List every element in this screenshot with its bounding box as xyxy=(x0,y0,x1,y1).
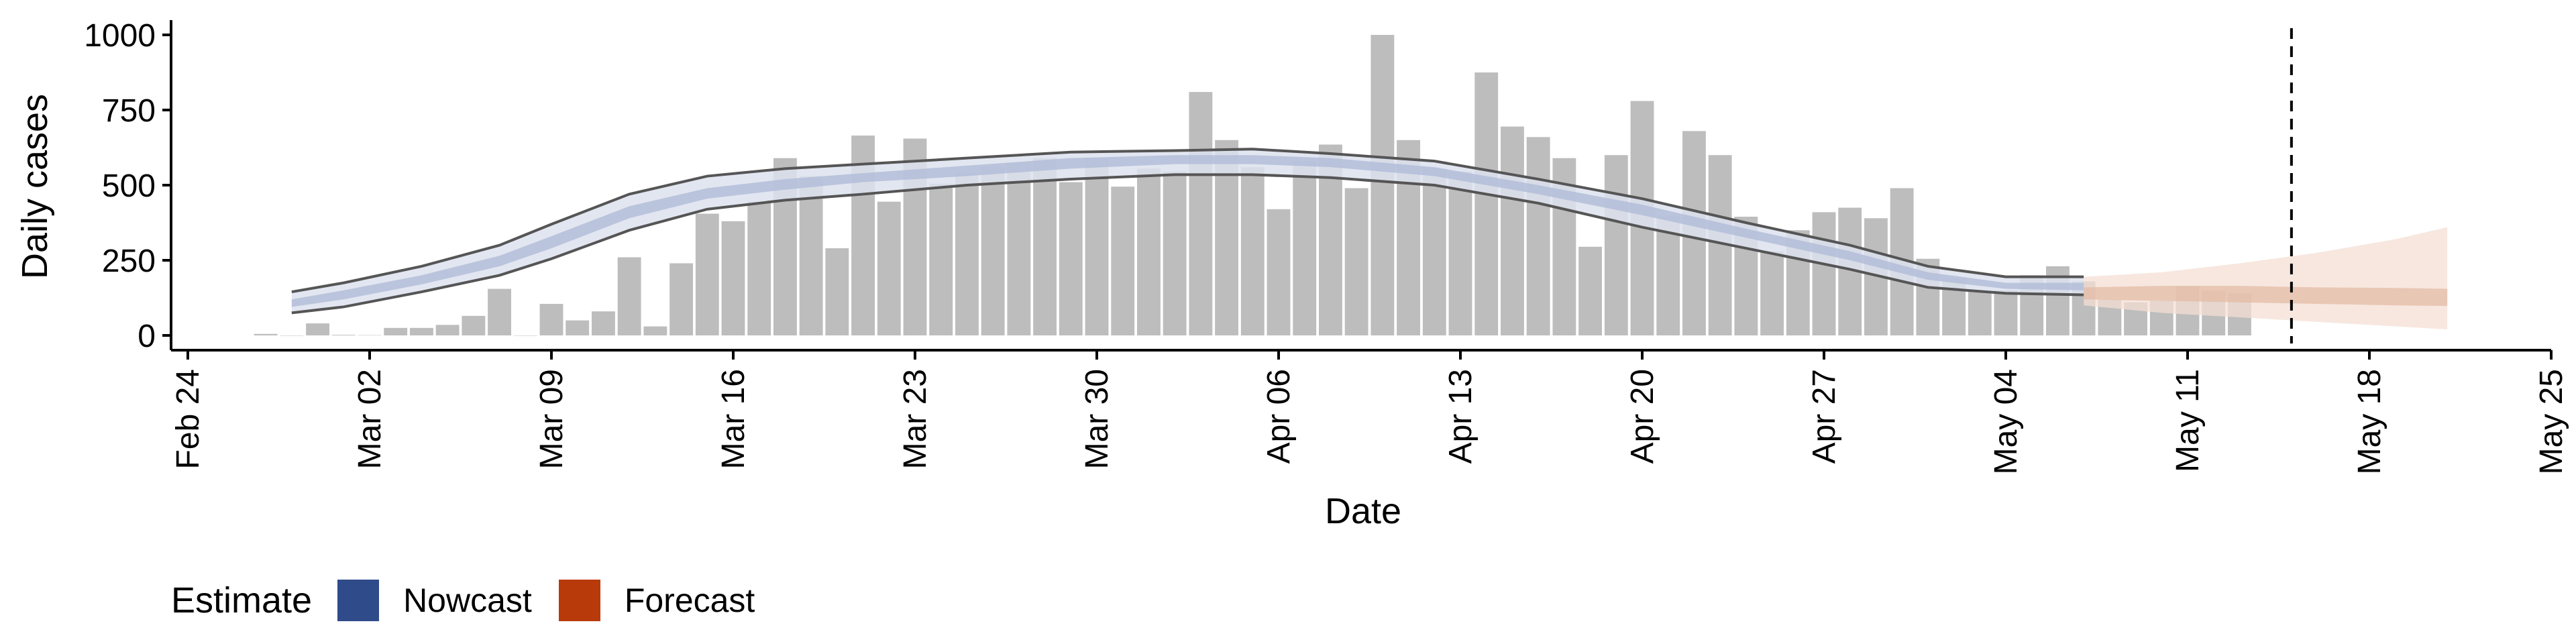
legend-swatch-forecast xyxy=(558,580,600,621)
x-tick-label: Apr 06 xyxy=(1261,369,1297,464)
case-bar xyxy=(1007,162,1031,335)
case-bar xyxy=(1760,251,1784,335)
case-bar xyxy=(695,213,719,335)
case-bar xyxy=(488,288,511,335)
x-tick-label: Apr 27 xyxy=(1807,369,1842,464)
x-axis-ticks: Feb 24 Mar 02 Mar 09 Mar 16 Mar 23 Mar 30 Apr … xyxy=(170,350,2569,474)
case-bar xyxy=(1526,137,1550,335)
legend-swatch-nowcast xyxy=(337,580,380,621)
case-bar xyxy=(955,173,979,335)
x-tick-label: Mar 23 xyxy=(898,369,933,469)
case-bar xyxy=(799,176,823,335)
x-tick-label: Feb 24 xyxy=(170,369,206,469)
case-bar xyxy=(1604,155,1628,335)
y-tick-label: 500 xyxy=(102,168,156,204)
case-bar xyxy=(1111,186,1135,335)
case-bar xyxy=(1085,158,1109,335)
case-bar xyxy=(929,183,953,335)
case-bar xyxy=(513,335,537,336)
case-bar xyxy=(384,327,408,335)
case-bar xyxy=(1344,188,1368,335)
case-bar xyxy=(1137,168,1161,335)
case-bar xyxy=(566,320,590,335)
y-axis-label: Daily cases xyxy=(15,94,55,279)
case-bar xyxy=(1422,168,1446,335)
y-tick-label: 0 xyxy=(138,319,156,354)
case-bar xyxy=(617,257,641,335)
case-bar xyxy=(1059,182,1083,335)
x-tick-label: May 25 xyxy=(2534,369,2569,474)
case-bar xyxy=(1968,292,1992,335)
case-bar xyxy=(643,326,667,335)
x-tick-label: May 11 xyxy=(2170,369,2206,472)
reported-cases-bars xyxy=(254,35,2251,336)
nowcast-upper-edge xyxy=(291,148,2084,294)
x-tick-label: Mar 09 xyxy=(534,369,570,469)
case-bar xyxy=(358,335,382,336)
case-bar xyxy=(280,335,304,336)
band-edge-lines xyxy=(291,148,2084,315)
case-bar xyxy=(747,201,771,335)
x-tick-label: Apr 20 xyxy=(1625,369,1660,464)
y-axis-ticks: 0 250 500 750 1000 xyxy=(84,18,171,354)
case-bar xyxy=(1474,72,1499,335)
x-tick-label: Mar 02 xyxy=(352,369,388,469)
case-bar xyxy=(539,303,564,335)
case-bar xyxy=(1189,92,1213,335)
nowcast-inner-band xyxy=(291,155,2084,307)
y-tick-label: 750 xyxy=(102,93,156,129)
legend-label-forecast: Forecast xyxy=(624,582,755,619)
case-bar xyxy=(669,263,693,335)
case-bar xyxy=(1448,171,1472,335)
x-tick-label: Apr 13 xyxy=(1443,369,1479,464)
case-bar xyxy=(462,315,486,335)
case-bar xyxy=(1033,158,1057,335)
case-bar xyxy=(1371,35,1395,335)
case-bar xyxy=(1994,290,2018,335)
forecast-inner-band xyxy=(2084,286,2448,307)
x-axis-label: Date xyxy=(1325,491,1401,531)
y-tick-label: 1000 xyxy=(84,18,156,54)
x-tick-label: May 04 xyxy=(1988,369,2024,474)
case-bar xyxy=(721,221,745,335)
legend-label-nowcast: Nowcast xyxy=(403,582,532,619)
case-bar xyxy=(1812,212,1836,335)
x-tick-label: May 18 xyxy=(2352,369,2387,474)
case-bar xyxy=(1501,126,1524,335)
case-bar xyxy=(1293,161,1317,335)
case-bar xyxy=(1578,246,1602,335)
case-bar xyxy=(435,325,460,335)
case-bar xyxy=(1267,209,1291,335)
legend-title: Estimate xyxy=(171,580,313,621)
estimate-bands xyxy=(291,149,2448,330)
case-bar xyxy=(877,201,901,335)
case-bar xyxy=(1163,171,1187,335)
nowcast-lower-edge xyxy=(291,173,2084,315)
case-bar xyxy=(254,333,278,335)
case-bar xyxy=(410,327,433,335)
case-bar xyxy=(592,311,615,335)
y-tick-label: 250 xyxy=(102,244,156,279)
x-tick-label: Mar 30 xyxy=(1079,369,1115,469)
case-bar xyxy=(1240,167,1265,335)
legend-item-nowcast: Nowcast xyxy=(337,580,532,621)
case-bar xyxy=(981,167,1005,335)
case-bar xyxy=(306,323,329,335)
legend-item-forecast: Forecast xyxy=(558,580,755,621)
x-tick-label: Mar 16 xyxy=(716,369,751,469)
legend: Estimate Nowcast Forecast xyxy=(171,577,782,624)
case-bar xyxy=(825,248,849,335)
